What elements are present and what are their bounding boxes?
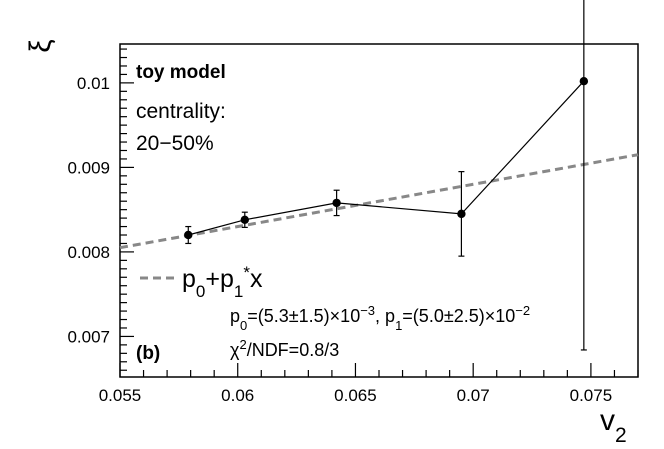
plot-border	[119, 43, 639, 378]
x-tick-label: 0.07	[457, 386, 490, 405]
centrality-label: centrality:	[136, 100, 226, 123]
x-axis-label: v2	[600, 404, 627, 447]
data-point	[184, 230, 193, 240]
legend-label: p0+p1*x	[182, 263, 263, 301]
model-label: toy model	[136, 62, 226, 83]
y-tick-label: 0.009	[67, 158, 110, 177]
x-tick-label: 0.065	[334, 386, 377, 405]
data-point	[240, 215, 249, 224]
chi2-ndf: χ2/NDF=0.8/3	[230, 337, 339, 361]
data-point	[332, 198, 341, 208]
axes-group: 0.055 0.06 0.065 0.07 0.075 0.007 0.008 0.009 0.…	[67, 48, 639, 405]
x-tick-label: 0.075	[570, 386, 613, 405]
centrality-value: 20−50%	[136, 132, 214, 155]
y-axis-label: ξ	[24, 39, 57, 52]
y-tick-label: 0.008	[67, 243, 110, 262]
fit-line-group	[119, 153, 639, 250]
y-tick-label: 0.007	[67, 327, 110, 346]
plot-frame	[119, 43, 639, 378]
y-tick-label: 0.01	[77, 74, 110, 93]
data-point	[457, 209, 466, 219]
fit-line	[119, 153, 639, 250]
x-tick-label: 0.055	[99, 386, 142, 405]
data-series-group	[184, 0, 589, 351]
panel-label: (b)	[136, 343, 160, 364]
x-tick-label: 0.06	[221, 386, 254, 405]
data-point	[579, 76, 589, 86]
x-axis-label-subscript: 2	[615, 424, 627, 447]
fit-params: p0=(5.3±1.5)×10−3, p1=(5.0±2.5)×10−2	[230, 303, 530, 333]
